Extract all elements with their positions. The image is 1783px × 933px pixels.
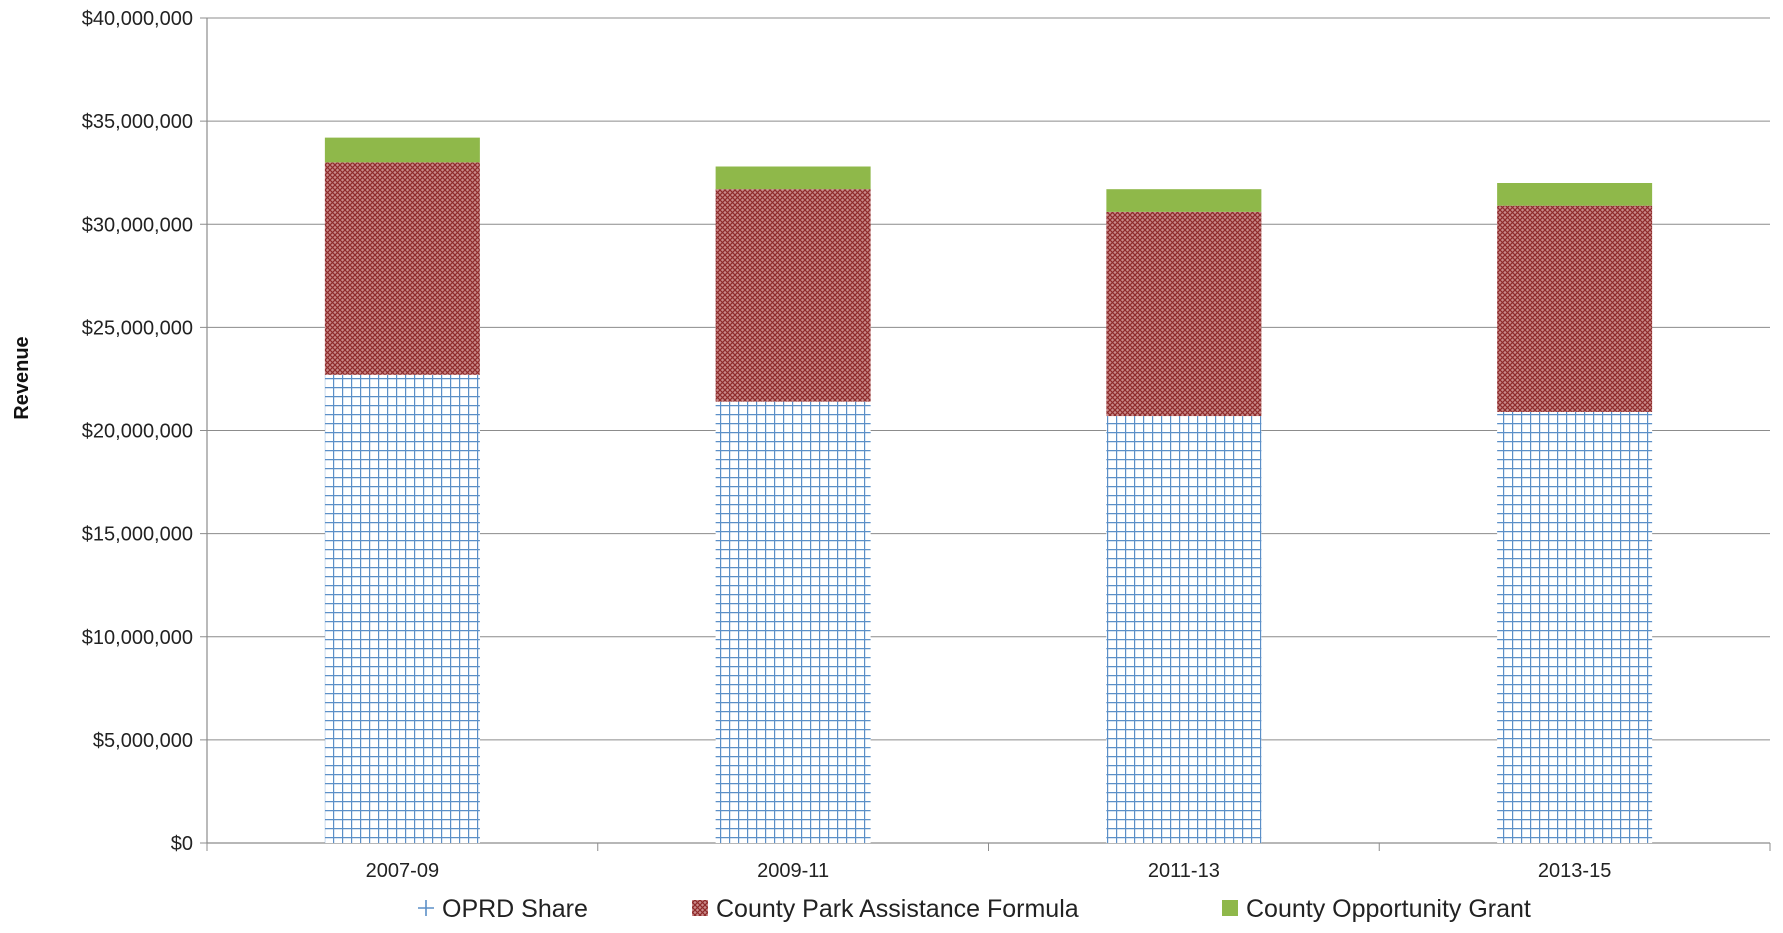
y-axis-title: Revenue <box>11 336 33 419</box>
bar-segment-oprd-share <box>1106 416 1262 843</box>
legend-label: County Opportunity Grant <box>1246 895 1531 923</box>
bar-segment-county-park-assistance-formula <box>1106 211 1262 417</box>
bar-segment-oprd-share <box>715 401 871 843</box>
bar-stacks <box>324 137 1653 843</box>
bar-segment-county-opportunity-grant <box>1497 183 1653 206</box>
y-tick-label: $0 <box>171 833 193 855</box>
legend-swatch <box>692 900 708 916</box>
y-tick-label: $30,000,000 <box>82 214 193 236</box>
x-tick-label: 2009-11 <box>757 860 829 882</box>
y-tick-label: $40,000,000 <box>82 8 193 30</box>
y-tick-label: $20,000,000 <box>82 421 193 443</box>
bar-segment-county-opportunity-grant <box>324 137 480 163</box>
y-tick-labels: $0 $5,000,000 $10,000,000 $15,000,000 $20,00… <box>82 8 193 855</box>
y-tick-label: $25,000,000 <box>82 317 193 339</box>
bar-segment-county-opportunity-grant <box>715 166 871 190</box>
y-tick-label: $15,000,000 <box>82 524 193 546</box>
legend: OPRD Share County Park Assistance Formula… <box>418 895 1531 923</box>
y-tick-label: $5,000,000 <box>93 730 193 752</box>
x-tick-label: 2007-09 <box>366 860 439 882</box>
x-tick-labels: 2007-09 2009-11 2011-13 2013-15 <box>366 860 1612 882</box>
bar-segment-oprd-share <box>324 374 480 843</box>
legend-swatch <box>1222 900 1238 916</box>
bar-segment-oprd-share <box>1497 411 1653 843</box>
y-tick-label: $10,000,000 <box>82 627 193 649</box>
x-tick-label: 2013-15 <box>1538 860 1611 882</box>
legend-label: County Park Assistance Formula <box>716 895 1079 923</box>
legend-label: OPRD Share <box>442 895 588 923</box>
bar-segment-county-park-assistance-formula <box>715 189 871 402</box>
legend-swatch <box>418 900 434 916</box>
x-tick-label: 2011-13 <box>1148 860 1220 882</box>
bar-segment-county-opportunity-grant <box>1106 189 1262 212</box>
bar-segment-county-park-assistance-formula <box>1497 205 1653 412</box>
bar-segment-county-park-assistance-formula <box>324 162 480 375</box>
y-tick-label: $35,000,000 <box>82 111 193 133</box>
